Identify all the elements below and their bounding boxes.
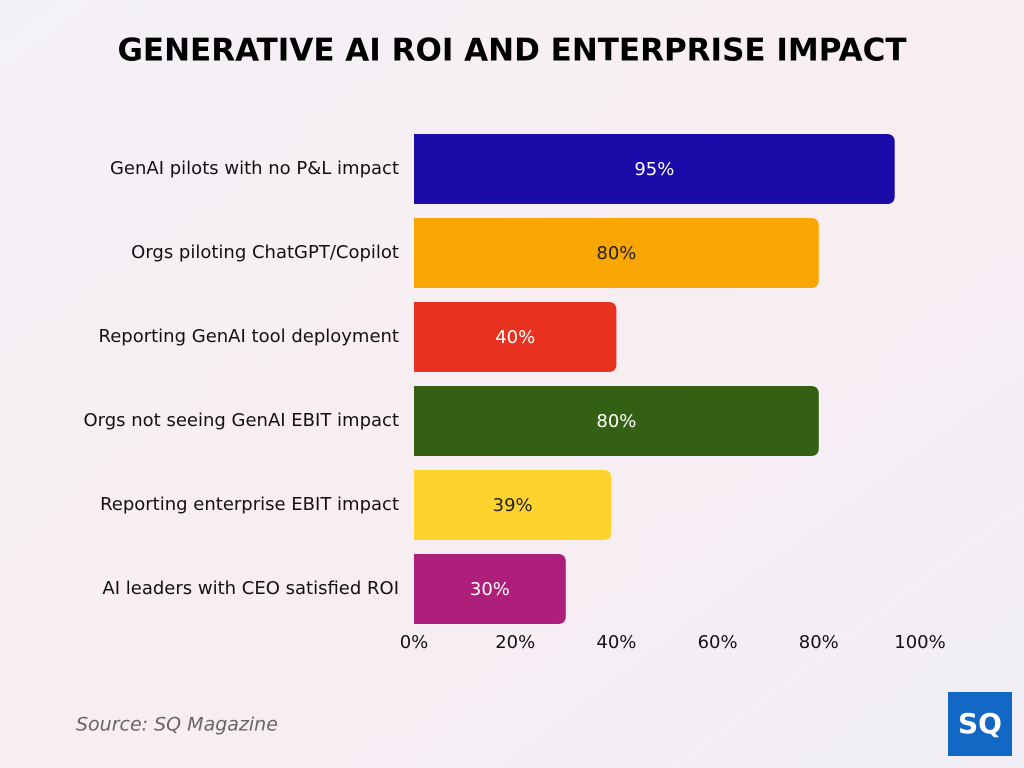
logo: SQ: [958, 707, 1002, 740]
x-tick-label: 80%: [799, 632, 839, 653]
x-tick-label: 100%: [894, 632, 945, 653]
bar: [414, 386, 819, 456]
y-tick-label: Reporting GenAI tool deployment: [99, 326, 399, 347]
logo-box: [948, 692, 1012, 756]
y-tick-label: GenAI pilots with no P&L impact: [110, 158, 399, 179]
x-tick-label: 0%: [400, 632, 429, 653]
y-tick-label: Orgs piloting ChatGPT/Copilot: [131, 242, 399, 263]
value-label: 80%: [596, 411, 636, 432]
value-label: 40%: [495, 327, 535, 348]
y-tick-label: Orgs not seeing GenAI EBIT impact: [83, 410, 399, 431]
value-label: 80%: [596, 243, 636, 264]
bar: [414, 302, 617, 372]
bar: [414, 470, 612, 540]
source: Source: SQ Magazine: [76, 714, 278, 736]
bar: [414, 554, 566, 624]
chart-title: GENERATIVE AI ROI AND ENTERPRISE IMPACT: [117, 33, 906, 69]
value-label: 39%: [493, 495, 533, 516]
value-label: 95%: [634, 159, 674, 180]
value-label: 30%: [470, 579, 510, 600]
bar: [414, 134, 895, 204]
bar: [414, 218, 819, 288]
x-tick-label: 20%: [495, 632, 535, 653]
y-tick-label: AI leaders with CEO satisfied ROI: [102, 578, 399, 599]
y-tick-label: Reporting enterprise EBIT impact: [100, 494, 399, 515]
x-tick-label: 60%: [698, 632, 738, 653]
x-tick-label: 40%: [596, 632, 636, 653]
